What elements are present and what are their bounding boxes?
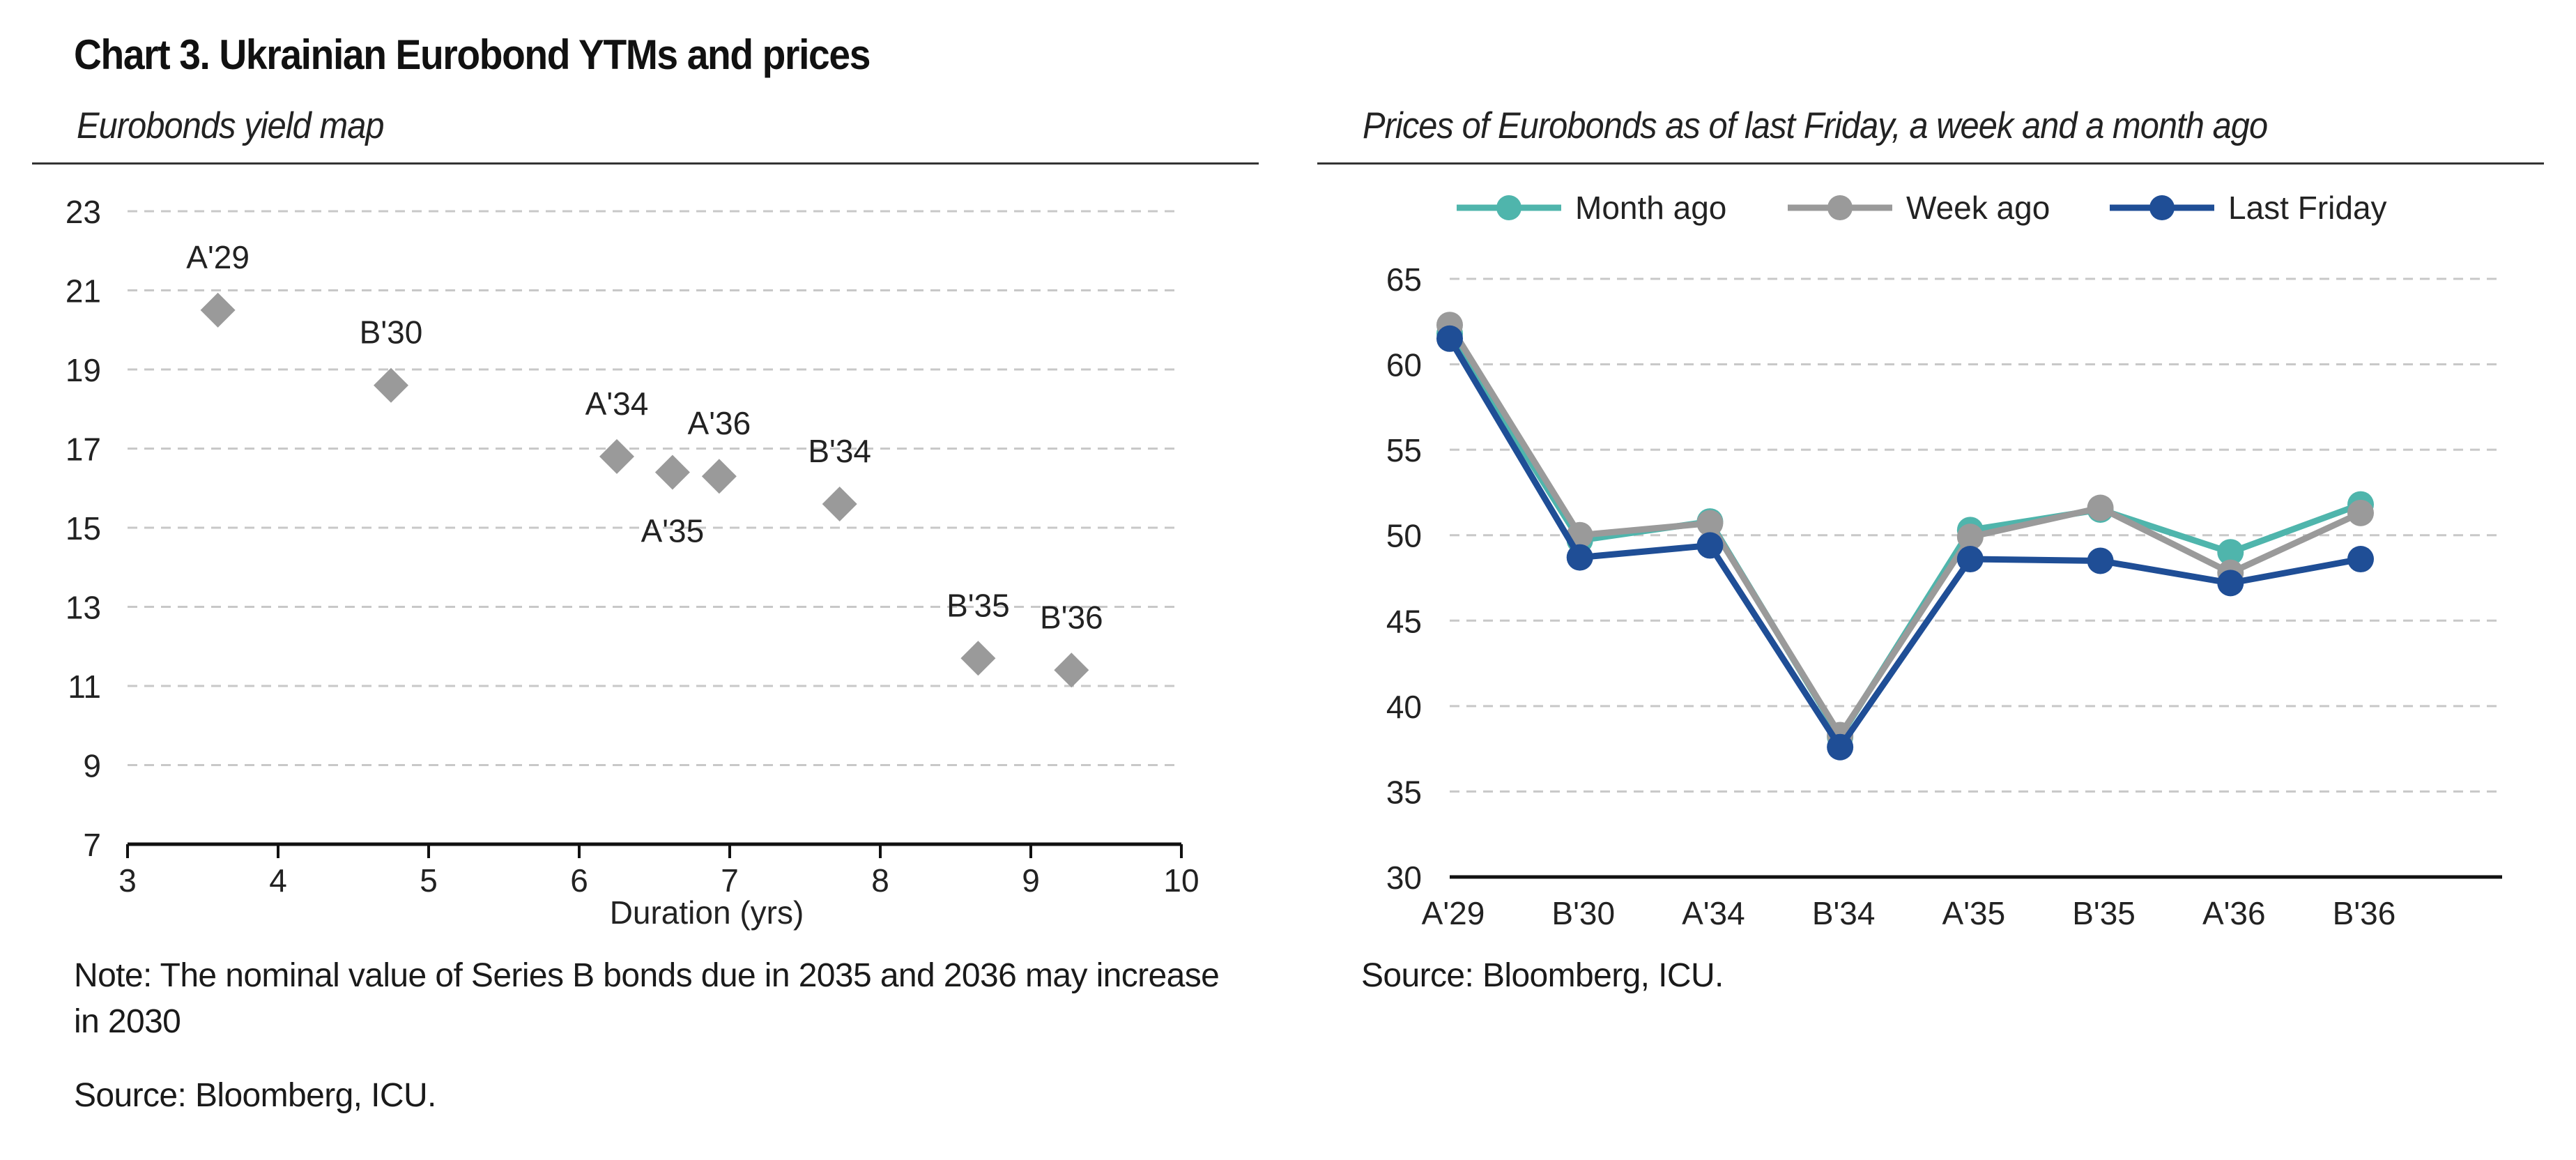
y-tick-label: 35 bbox=[1386, 774, 1422, 810]
series-point bbox=[1436, 325, 1463, 352]
point-label: A'34 bbox=[585, 386, 649, 422]
series-point bbox=[1827, 733, 1854, 761]
right-source: Source: Bloomberg, ICU. bbox=[1361, 957, 1724, 994]
y-tick-label: 40 bbox=[1386, 689, 1422, 725]
scatter-point bbox=[200, 292, 236, 328]
right-panel-subtitle: Prices of Eurobonds as of last Friday, a… bbox=[1363, 105, 2268, 146]
x-tick-label: 6 bbox=[570, 862, 588, 899]
left-source: Source: Bloomberg, ICU. bbox=[74, 1077, 436, 1114]
x-tick-label: A'34 bbox=[1682, 895, 1745, 931]
series-line bbox=[1447, 337, 2361, 751]
scatter-point bbox=[822, 486, 857, 521]
series-point bbox=[2087, 494, 2114, 521]
y-tick-label: 60 bbox=[1386, 347, 1422, 383]
point-label: A'35 bbox=[641, 513, 705, 549]
x-tick-label: 9 bbox=[1022, 862, 1040, 899]
series-line bbox=[1447, 323, 2362, 739]
legend-label: Month ago bbox=[1575, 190, 1726, 226]
y-tick-label: 55 bbox=[1386, 432, 1422, 468]
x-tick-label: B'36 bbox=[2333, 895, 2396, 931]
series-point bbox=[2217, 539, 2244, 566]
x-tick-label: 10 bbox=[1163, 862, 1199, 899]
y-tick-label: 45 bbox=[1386, 603, 1422, 639]
x-axis-label: Duration (yrs) bbox=[610, 894, 804, 931]
point-label: A'29 bbox=[186, 239, 250, 275]
series-point bbox=[2347, 546, 2374, 573]
y-tick-label: 21 bbox=[66, 273, 101, 310]
right-panel-rule bbox=[1317, 162, 2544, 165]
point-label: B'34 bbox=[808, 433, 871, 469]
legend-marker bbox=[1496, 195, 1521, 220]
scatter-point bbox=[599, 438, 634, 474]
series-point bbox=[1956, 524, 1984, 551]
y-tick-label: 9 bbox=[83, 748, 101, 784]
series-point bbox=[2347, 499, 2374, 526]
x-tick-label: 8 bbox=[871, 862, 889, 899]
left-note: Note: The nominal value of Series B bond… bbox=[74, 957, 1220, 1040]
legend-label: Week ago bbox=[1906, 190, 2050, 226]
yield-map-chart: 7 9 11 13 15 17 19 21 23 3 4 5 6 7 8 9 10 Duration (yrs) A… bbox=[66, 194, 1199, 931]
y-tick-label: 30 bbox=[1386, 860, 1422, 896]
y-tick-label: 15 bbox=[66, 510, 101, 547]
y-tick-label: 13 bbox=[66, 590, 101, 626]
x-tick-label: 7 bbox=[721, 862, 739, 899]
x-tick-label: B'30 bbox=[1551, 895, 1615, 931]
y-tick-label: 65 bbox=[1386, 261, 1422, 298]
y-tick-label: 11 bbox=[68, 669, 101, 705]
point-label: B'36 bbox=[1040, 599, 1103, 635]
x-tick-label: B'35 bbox=[2072, 895, 2136, 931]
x-tick-label: B'34 bbox=[1812, 895, 1876, 931]
prices-line-chart: 30 35 40 45 50 55 60 65 A'29 B'30 A'34 B'34 A'35 B'35… bbox=[1386, 190, 2502, 931]
legend-marker bbox=[2149, 195, 2175, 220]
series-point bbox=[1696, 510, 1724, 537]
chart-title: Chart 3. Ukrainian Eurobond YTMs and pri… bbox=[74, 31, 871, 78]
x-tick-label: 5 bbox=[420, 862, 438, 899]
x-tick-label: A'29 bbox=[1422, 895, 1485, 931]
scatter-point bbox=[654, 455, 690, 490]
point-label: A'36 bbox=[688, 405, 751, 441]
y-tick-label: 19 bbox=[66, 352, 101, 388]
scatter-point bbox=[701, 459, 737, 494]
legend-label: Last Friday bbox=[2228, 190, 2387, 226]
series-point bbox=[2217, 570, 2244, 597]
y-tick-label: 7 bbox=[83, 827, 101, 863]
series-point bbox=[1956, 546, 1984, 573]
x-tick-label: A'35 bbox=[1942, 895, 2006, 931]
series-point bbox=[2087, 547, 2114, 574]
y-tick-label: 50 bbox=[1386, 518, 1422, 554]
series-point bbox=[1696, 532, 1724, 559]
x-tick-label: 4 bbox=[269, 862, 287, 899]
x-tick-label: A'36 bbox=[2202, 895, 2266, 931]
scatter-point bbox=[960, 641, 996, 676]
scatter-point bbox=[1054, 652, 1089, 688]
y-tick-label: 17 bbox=[66, 432, 101, 468]
left-panel-rule bbox=[32, 162, 1259, 165]
y-tick-label: 23 bbox=[66, 194, 101, 230]
scatter-point bbox=[374, 367, 408, 403]
series-point bbox=[1566, 544, 1593, 571]
left-panel-subtitle: Eurobonds yield map bbox=[77, 105, 385, 146]
x-tick-label: 3 bbox=[118, 862, 137, 899]
legend-marker bbox=[1827, 195, 1853, 220]
point-label: B'30 bbox=[360, 314, 423, 351]
point-label: B'35 bbox=[946, 587, 1010, 623]
